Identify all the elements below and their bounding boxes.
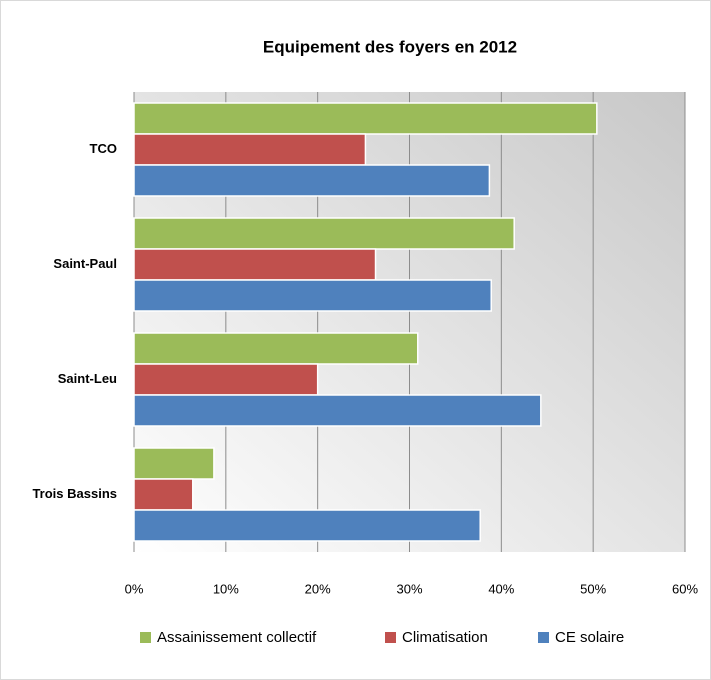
bar bbox=[133, 279, 492, 312]
bar bbox=[133, 217, 515, 250]
y-tick-label: Saint-Paul bbox=[53, 256, 117, 271]
y-tick-label: Trois Bassins bbox=[32, 486, 117, 501]
y-tick-label: Saint-Leu bbox=[58, 371, 117, 386]
x-tick-label: 20% bbox=[305, 581, 331, 596]
x-tick-label: 40% bbox=[488, 581, 514, 596]
bar bbox=[133, 447, 215, 480]
bar bbox=[133, 478, 194, 511]
legend-swatch bbox=[140, 632, 151, 643]
legend-label: CE solaire bbox=[555, 629, 624, 646]
legend-label: Climatisation bbox=[402, 629, 488, 646]
bar bbox=[133, 164, 491, 197]
x-tick-label: 50% bbox=[580, 581, 606, 596]
legend-swatch bbox=[538, 632, 549, 643]
bar bbox=[133, 394, 542, 427]
x-tick-label: 10% bbox=[213, 581, 239, 596]
x-tick-label: 0% bbox=[125, 581, 144, 596]
y-tick-label: TCO bbox=[90, 141, 117, 156]
chart-title: Equipement des foyers en 2012 bbox=[263, 37, 517, 56]
x-tick-label: 30% bbox=[396, 581, 422, 596]
bar bbox=[133, 509, 481, 542]
bar bbox=[133, 332, 419, 365]
bar bbox=[133, 133, 367, 166]
legend-label: Assainissement collectif bbox=[157, 629, 317, 646]
bar bbox=[133, 102, 598, 135]
x-tick-label: 60% bbox=[672, 581, 698, 596]
legend-swatch bbox=[385, 632, 396, 643]
bar bbox=[133, 248, 377, 281]
bar bbox=[133, 363, 319, 396]
